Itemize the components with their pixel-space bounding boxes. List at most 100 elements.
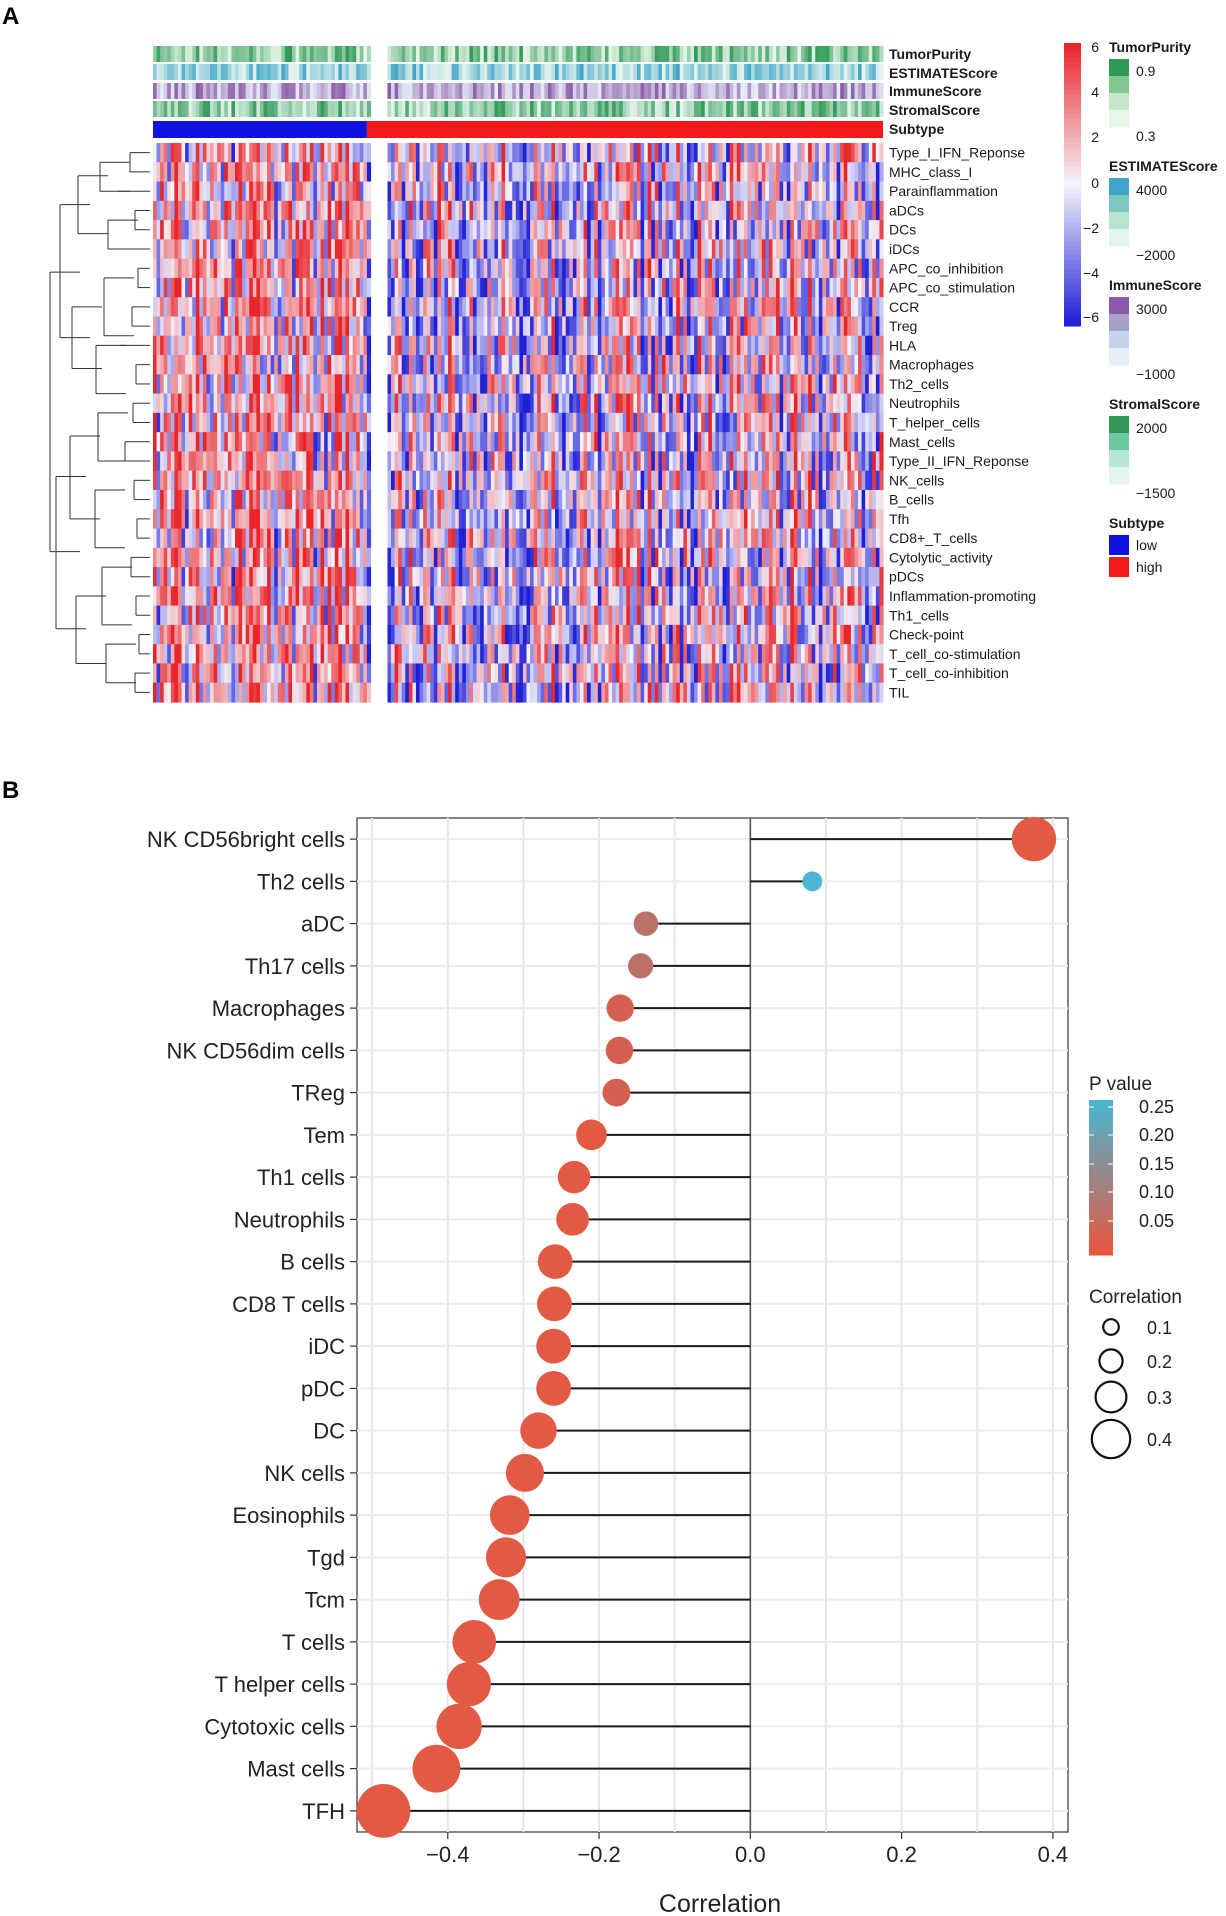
heatmap-cell: [854, 200, 859, 221]
heatmap-cell: [868, 335, 873, 356]
heatmap-cell: [220, 277, 225, 298]
annotation-cell: [320, 64, 325, 80]
annotation-cell: [847, 64, 852, 80]
heatmap-cell: [612, 239, 617, 260]
annotation-cell: [661, 83, 667, 99]
heatmap-cell: [711, 489, 717, 510]
heatmap-cell: [352, 355, 357, 375]
heatmap-cell: [306, 412, 311, 433]
heatmap-cell: [306, 277, 311, 298]
heatmap-cell: [801, 200, 806, 221]
heatmap-cell: [797, 258, 802, 279]
heatmap-cell: [249, 258, 254, 279]
heatmap-cell: [686, 297, 692, 318]
heatmap-cell: [530, 489, 535, 510]
heatmap-cell: [590, 489, 595, 510]
heatmap-cell: [551, 432, 556, 453]
heatmap-cell: [349, 316, 354, 337]
heatmap-cell: [292, 297, 297, 318]
heatmap-cell: [562, 335, 567, 356]
heatmap-cell: [408, 316, 414, 337]
heatmap-cell: [338, 258, 343, 279]
heatmap-cell: [238, 393, 243, 414]
heatmap-cell: [426, 528, 431, 549]
heatmap-cell: [590, 509, 595, 530]
heatmap-cell: [512, 393, 517, 414]
heatmap-cell: [430, 451, 435, 472]
heatmap-cell: [167, 277, 172, 298]
annotation-cell: [334, 83, 339, 99]
heatmap-cell: [462, 200, 467, 221]
heatmap-cell: [569, 220, 574, 240]
heatmap-cell: [644, 393, 649, 414]
heatmap-cell: [231, 509, 236, 530]
annotation-cell: [277, 83, 282, 99]
annotation-cell: [622, 83, 627, 99]
annotation-cell: [555, 64, 560, 80]
annotation-cell: [669, 64, 674, 80]
heatmap-cell: [327, 316, 332, 337]
heatmap-cell: [419, 470, 424, 491]
heatmap-cell: [801, 451, 806, 472]
heatmap-cell: [288, 412, 293, 433]
heatmap-cell: [633, 220, 638, 240]
heatmap-cell: [708, 355, 713, 375]
annotation-cell: [776, 46, 781, 62]
annotation-cell: [313, 64, 318, 80]
heatmap-cell: [776, 451, 781, 472]
heatmap-cell: [519, 200, 524, 221]
heatmap-cell: [469, 432, 474, 453]
heatmap-cell: [793, 355, 799, 375]
heatmap-cell: [797, 374, 802, 395]
heatmap-cell: [160, 528, 165, 549]
heatmap-cell: [736, 162, 742, 183]
annotation-cell: [497, 64, 503, 80]
heatmap-cell: [465, 181, 471, 202]
heatmap-cell: [462, 451, 467, 472]
heatmap-cell: [185, 162, 190, 183]
annotation-cell: [761, 46, 766, 62]
annotation-cell: [444, 46, 449, 62]
annotation-cell: [562, 83, 567, 99]
annotation-cell: [690, 64, 695, 80]
heatmap-cell: [822, 200, 827, 221]
heatmap-cell: [579, 393, 585, 414]
annotation-cell: [245, 64, 250, 80]
heatmap-cell: [697, 239, 702, 260]
heatmap-cell: [505, 297, 510, 318]
heatmap-cell: [281, 528, 286, 549]
annotation-cell: [808, 101, 813, 117]
panel-a-letter: A: [2, 3, 19, 30]
heatmap-cell: [473, 432, 478, 453]
heatmap-cell: [719, 277, 724, 298]
heatmap-cell: [701, 200, 706, 221]
heatmap-cell: [366, 509, 372, 530]
annotation-cell: [512, 46, 517, 62]
annotation-cell: [412, 46, 417, 62]
heatmap-cell: [555, 432, 560, 453]
heatmap-cell: [701, 432, 706, 453]
heatmap-cell: [540, 528, 545, 549]
heatmap-cell: [327, 355, 332, 375]
annotation-cell: [540, 101, 545, 117]
annotation-cell: [626, 101, 631, 117]
heatmap-cell: [833, 393, 838, 414]
heatmap-cell: [220, 220, 225, 240]
heatmap-cell: [270, 470, 275, 491]
heatmap-cell: [533, 509, 538, 530]
heatmap-cell: [501, 277, 506, 298]
heatmap-cell: [259, 509, 265, 530]
annotation-cell: [747, 46, 752, 62]
heatmap-cell: [615, 374, 620, 395]
heatmap-cell: [754, 297, 759, 318]
heatmap-cell: [401, 258, 406, 279]
heatmap-cell: [547, 412, 553, 433]
heatmap-cell: [683, 470, 688, 491]
annotation-cell: [740, 83, 745, 99]
heatmap-cell: [751, 239, 756, 260]
annotation-cell: [277, 101, 282, 117]
heatmap-cell: [583, 470, 588, 491]
heatmap-cell: [569, 374, 574, 395]
heatmap-cell: [331, 335, 336, 356]
annotation-cell: [797, 101, 802, 117]
